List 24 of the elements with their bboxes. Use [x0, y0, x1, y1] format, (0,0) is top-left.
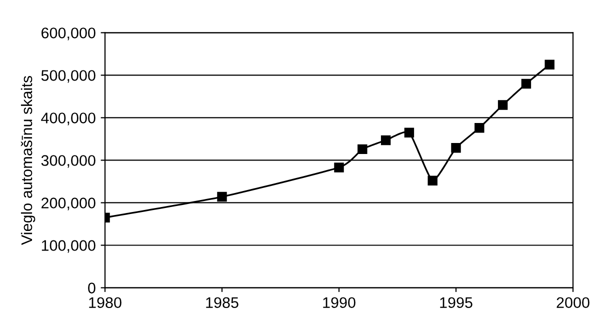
- x-tick-label: 1985: [206, 297, 238, 308]
- y-tick-label: 200,000: [42, 198, 96, 210]
- y-tick-label: 500,000: [41, 70, 96, 83]
- x-tick-label: 1995: [440, 297, 472, 308]
- point: [474, 123, 484, 133]
- x-tick-label: 1990: [323, 297, 356, 308]
- y-tick-label: 300,000: [41, 155, 96, 168]
- point: [217, 192, 227, 202]
- point: [451, 143, 461, 153]
- y-tick-label: 0: [88, 282, 96, 294]
- point: [544, 60, 554, 70]
- point: [358, 144, 368, 154]
- point: [334, 162, 344, 172]
- point: [498, 100, 508, 110]
- y-axis-title: Vieglo automašīnu skaits: [20, 76, 36, 245]
- point: [404, 128, 414, 138]
- point: [428, 176, 438, 186]
- point: [521, 78, 532, 89]
- y-tick-label: 100,000: [42, 240, 96, 253]
- y-tick-label: 400,000: [41, 112, 96, 126]
- y-tick-label: 600,000: [42, 28, 96, 40]
- x-tick-label: 2000: [556, 297, 590, 308]
- point: [380, 135, 391, 146]
- x-tick-label: 1980: [89, 297, 122, 308]
